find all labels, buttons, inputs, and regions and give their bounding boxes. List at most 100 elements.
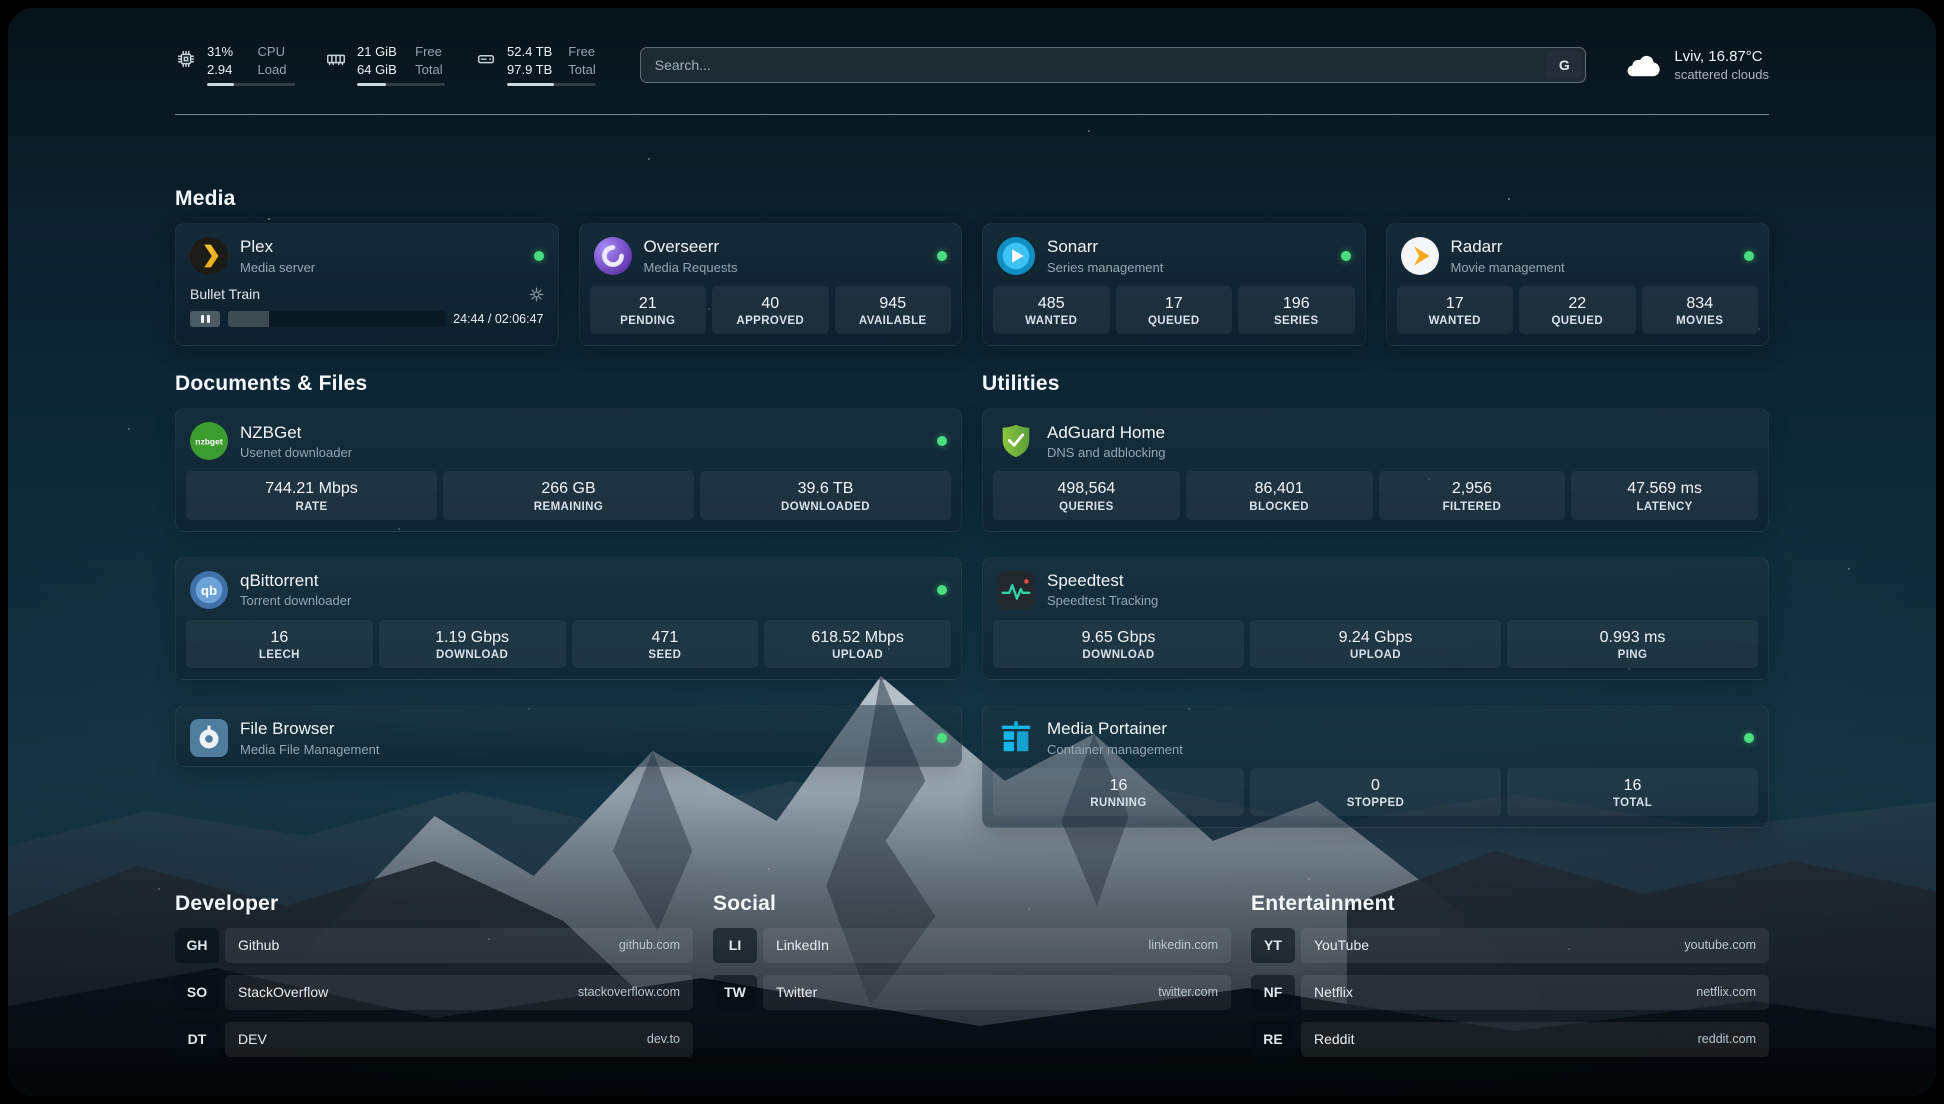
stat-box: 22 QUEUED [1519, 286, 1636, 334]
stat-value: 618.52 Mbps [768, 628, 947, 647]
radarr-icon [1401, 237, 1439, 275]
bookmark-netflix[interactable]: NF Netflix netflix.com [1251, 975, 1769, 1010]
stat-label: SERIES [1242, 315, 1351, 327]
bookmark-url: dev.to [647, 1032, 680, 1046]
pause-button[interactable] [190, 311, 220, 327]
memory-free-value: 21 GiB [357, 44, 399, 60]
service-name: Overseerr [644, 237, 738, 257]
service-name: Speedtest [1047, 571, 1158, 591]
stat-label: MOVIES [1646, 315, 1755, 327]
stat-label: SEED [576, 649, 755, 661]
stat-value: 945 [839, 294, 948, 313]
media-card-grid: Plex Media server Bullet Train [175, 223, 1769, 346]
service-card-plex[interactable]: Plex Media server Bullet Train [175, 223, 559, 346]
bookmark-name: StackOverflow [238, 984, 328, 1000]
bookmark-linkedin[interactable]: LI LinkedIn linkedin.com [713, 928, 1231, 963]
stat-label: QUEUED [1523, 315, 1632, 327]
bookmark-name: Github [238, 937, 279, 953]
playback-progress-bar[interactable] [228, 311, 445, 327]
stat-value: 17 [1120, 294, 1229, 313]
cpu-usage-value: 31% [207, 44, 242, 60]
stat-label: PING [1511, 649, 1754, 661]
disk-usage-bar [507, 83, 596, 86]
stat-label: DOWNLOADED [704, 501, 947, 513]
service-card-portainer[interactable]: Media Portainer Container management 16 … [982, 705, 1769, 828]
cpu-load-value: 2.94 [207, 62, 242, 78]
service-card-qbittorrent[interactable]: qb qBittorrent Torrent downloader 16 [175, 557, 962, 680]
cpu-widget: 31% CPU 2.94 Load [175, 44, 295, 86]
dashboard-screen: 31% CPU 2.94 Load 21 GiB [8, 8, 1936, 1096]
service-card-radarr[interactable]: Radarr Movie management 17 WANTED 22 QUE… [1386, 223, 1770, 346]
service-subtitle: Series management [1047, 260, 1163, 275]
stat-box: 17 QUEUED [1116, 286, 1233, 334]
section-title-media: Media [175, 187, 1769, 211]
bookmark-youtube[interactable]: YT YouTube youtube.com [1251, 928, 1769, 963]
bookmark-twitter[interactable]: TW Twitter twitter.com [713, 975, 1231, 1010]
service-subtitle: Media server [240, 260, 315, 275]
bookmark-abbr: RE [1251, 1022, 1295, 1057]
memory-free-label: Free [415, 44, 445, 60]
stat-value: 0 [1254, 776, 1497, 795]
service-subtitle: DNS and adblocking [1047, 445, 1166, 460]
svg-text:qb: qb [201, 583, 217, 598]
service-meta: Media Portainer Container management [1047, 719, 1183, 757]
overseerr-icon [594, 237, 632, 275]
service-card-sonarr[interactable]: Sonarr Series management 485 WANTED 17 Q… [982, 223, 1366, 346]
service-card-speedtest[interactable]: Speedtest Speedtest Tracking 9.65 Gbps D… [982, 557, 1769, 680]
service-card-adguard[interactable]: AdGuard Home DNS and adblocking 498,564 … [982, 408, 1769, 531]
disk-readouts: 52.4 TB Free 97.9 TB Total [507, 44, 596, 86]
gear-icon[interactable] [529, 287, 544, 302]
bookmark-dev[interactable]: DT DEV dev.to [175, 1022, 693, 1057]
stat-box: 21 PENDING [590, 286, 707, 334]
weather-widget: Lviv, 16.87°C scattered clouds [1624, 48, 1769, 82]
stat-value: 47.569 ms [1575, 479, 1754, 498]
search-input[interactable] [640, 47, 1587, 83]
stat-label: QUERIES [997, 501, 1176, 513]
status-dot [937, 585, 947, 595]
service-card-nzbget[interactable]: nzbget NZBGet Usenet downloader 744.21 M… [175, 408, 962, 531]
stat-box: 485 WANTED [993, 286, 1110, 334]
memory-total-value: 64 GiB [357, 62, 399, 78]
stat-value: 21 [594, 294, 703, 313]
status-dot [1341, 251, 1351, 261]
service-card-overseerr[interactable]: Overseerr Media Requests 21 PENDING 40 A… [579, 223, 963, 346]
bookmark-stackoverflow[interactable]: SO StackOverflow stackoverflow.com [175, 975, 693, 1010]
status-dot [1744, 251, 1754, 261]
bookmark-url: netflix.com [1696, 985, 1756, 999]
stat-box: 40 APPROVED [712, 286, 829, 334]
stat-box: 1.19 Gbps DOWNLOAD [379, 620, 566, 668]
section-documents: Documents & Files nzbget NZBGet Usenet d… [175, 372, 962, 766]
bookmark-name: YouTube [1314, 937, 1369, 953]
stat-box: 498,564 QUERIES [993, 471, 1180, 519]
bookmark-abbr: SO [175, 975, 219, 1010]
service-stats: 498,564 QUERIES 86,401 BLOCKED 2,956 FIL… [983, 469, 1768, 530]
service-meta: Speedtest Speedtest Tracking [1047, 571, 1158, 609]
stat-value: 9.65 Gbps [997, 628, 1240, 647]
disk-total-value: 97.9 TB [507, 62, 552, 78]
stat-label: WANTED [997, 315, 1106, 327]
bookmark-url: youtube.com [1684, 938, 1756, 952]
bookmark-abbr: YT [1251, 928, 1295, 963]
stat-label: TOTAL [1511, 797, 1754, 809]
search-provider-button[interactable]: G [1546, 51, 1582, 79]
memory-total-label: Total [415, 62, 445, 78]
service-stats: 16 RUNNING 0 STOPPED 16 TOTAL [983, 766, 1768, 827]
service-card-filebrowser[interactable]: File Browser Media File Management [175, 705, 962, 767]
service-meta: Overseerr Media Requests [644, 237, 738, 275]
bookmark-group-developer: Developer GH Github github.com SO StackO… [175, 892, 693, 1057]
bookmark-github[interactable]: GH Github github.com [175, 928, 693, 963]
bookmark-reddit[interactable]: RE Reddit reddit.com [1251, 1022, 1769, 1057]
service-subtitle: Media File Management [240, 742, 379, 757]
service-meta: Radarr Movie management [1451, 237, 1565, 275]
stat-value: 1.19 Gbps [383, 628, 562, 647]
bookmark-abbr: DT [175, 1022, 219, 1057]
bookmark-name: LinkedIn [776, 937, 829, 953]
service-name: Radarr [1451, 237, 1565, 257]
stat-label: FILTERED [1383, 501, 1562, 513]
stat-label: UPLOAD [1254, 649, 1497, 661]
stat-value: 834 [1646, 294, 1755, 313]
stat-value: 22 [1523, 294, 1632, 313]
cpu-readouts: 31% CPU 2.94 Load [207, 44, 295, 86]
stat-value: 266 GB [447, 479, 690, 498]
stat-box: 2,956 FILTERED [1379, 471, 1566, 519]
